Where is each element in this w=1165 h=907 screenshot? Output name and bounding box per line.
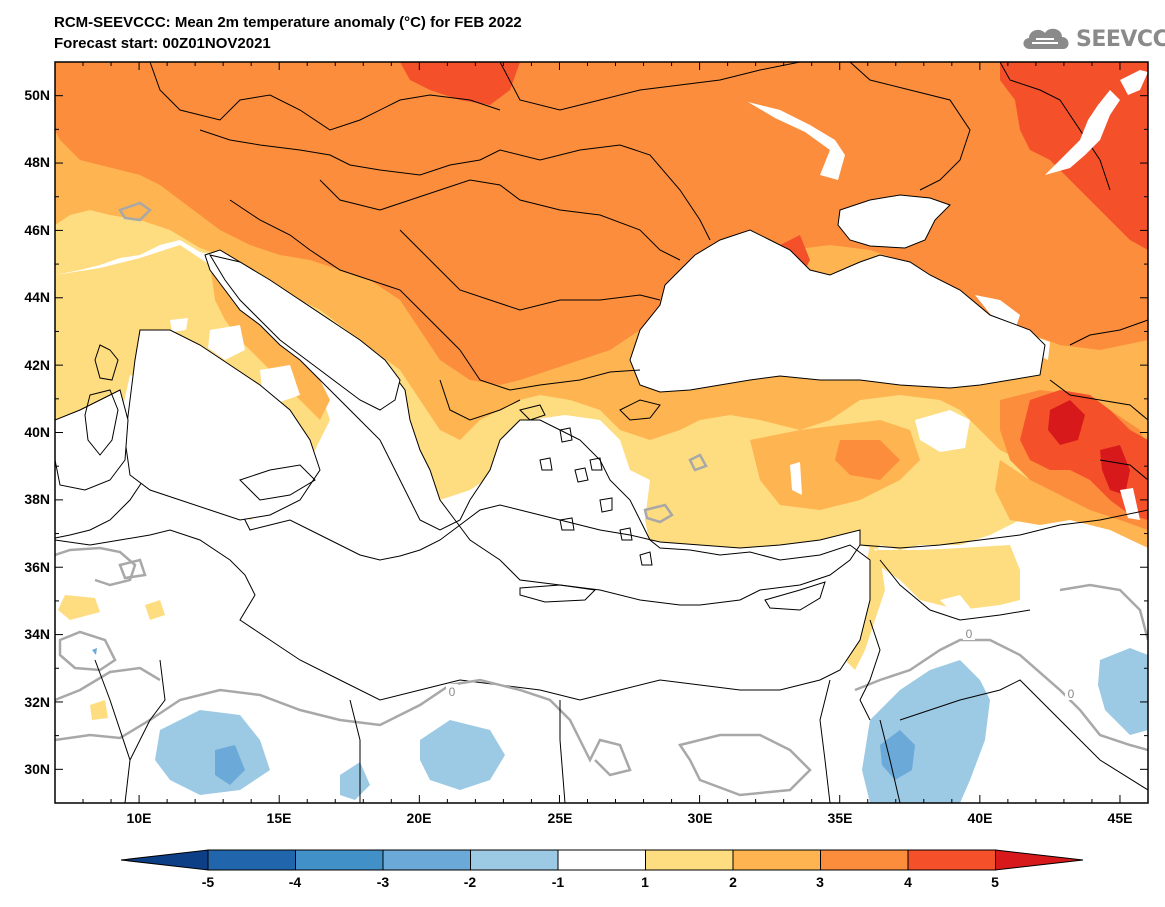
lon-label-15e: 15E [266,810,292,826]
colorbar-segment [557,849,646,871]
colorbar-segment [207,849,296,871]
lon-label-20e: 20E [406,810,432,826]
colorbar-label: -5 [201,874,215,890]
colorbar-label: 2 [729,874,737,890]
colorbar-label: -4 [288,874,302,890]
lon-label-45e: 45E [1107,810,1133,826]
colorbar-min-extension [120,849,209,871]
lat-label-30n: 30N [24,761,50,777]
anomaly-field-negative [92,648,1148,803]
colorbar [120,849,1084,871]
lat-label-44n: 44N [24,289,50,305]
sea-adriatic-tyrrhenian [55,254,401,521]
colorbar-label: -1 [551,874,565,890]
country-borders [94,62,1148,803]
colorbar-segment [907,849,996,871]
colorbar-segment [382,849,471,871]
lon-label-35e: 35E [827,810,853,826]
contour-label-zero: 0 [966,627,973,641]
colorbar-segment [732,849,821,871]
contour-label-zero: 0 [449,685,456,699]
lat-label-36n: 36N [24,559,50,575]
seevccc-logo: SEEVCCC [1018,22,1165,56]
lat-label-50n: 50N [24,87,50,103]
anomaly-field-above-5 [1048,400,1130,495]
map-title: RCM-SEEVCCC: Mean 2m temperature anomaly… [54,14,522,31]
lon-label-30e: 30E [687,810,713,826]
colorbar-label: -3 [376,874,390,890]
cloud-icon [1023,28,1069,49]
colorbar-max-extension [995,849,1084,871]
lat-label-40n: 40N [24,424,50,440]
sea-areas [55,194,1046,701]
lon-label-25e: 25E [547,810,573,826]
lakes [748,70,1148,180]
lat-label-38n: 38N [24,491,50,507]
logo-text: SEEVCCC [1076,26,1165,52]
colorbar-segment [470,849,559,871]
colorbar-segment [645,849,734,871]
colorbar-label: 1 [641,874,649,890]
contour-label-zero: 0 [1068,687,1075,701]
forecast-start-label: Forecast start: 00Z01NOV2021 [54,35,271,52]
contour-labels: 0 0 0 [446,626,1077,701]
colorbar-label: 3 [816,874,824,890]
lat-label-46n: 46N [24,222,50,238]
colorbar-label: 4 [904,874,912,890]
axis-ticks [54,61,1149,804]
lat-label-48n: 48N [24,154,50,170]
lat-label-32n: 32N [24,694,50,710]
lon-label-40e: 40E [967,810,993,826]
colorbar-label: 5 [991,874,999,890]
coastlines [84,344,826,611]
colorbar-segment [820,849,909,871]
colorbar-segment [295,849,384,871]
lat-label-42n: 42N [24,357,50,373]
lat-label-34n: 34N [24,626,50,642]
aegean-islands [519,399,661,566]
colorbar-label: -2 [463,874,477,890]
lon-label-10e: 10E [126,810,152,826]
